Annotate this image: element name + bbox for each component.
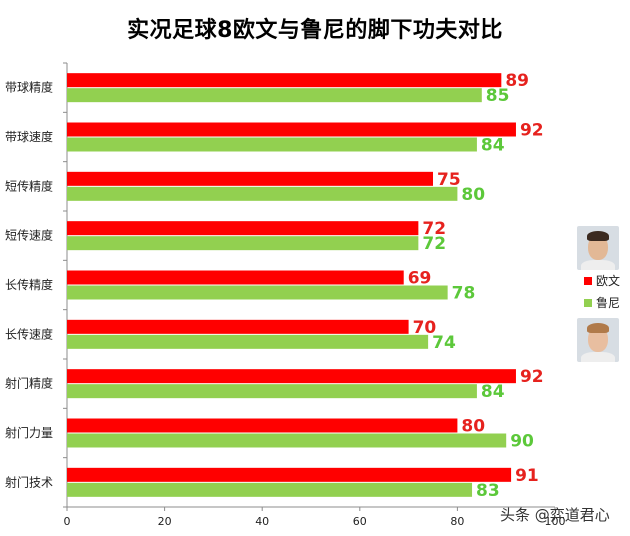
- x-tick-label: 0: [64, 515, 71, 528]
- legend-item-series1: 欧文: [584, 272, 620, 289]
- data-label-series1: 72: [422, 219, 446, 239]
- x-tick-label: 100: [545, 515, 566, 528]
- chart-title: 实况足球8欧文与鲁尼的脚下功夫对比: [127, 18, 503, 43]
- data-label-series2: 90: [510, 432, 534, 452]
- data-label-series1: 92: [520, 367, 544, 387]
- bar-series2: [67, 137, 477, 152]
- data-label-series1: 75: [437, 170, 461, 190]
- data-label-series2: 83: [476, 481, 500, 501]
- x-tick-label: 60: [353, 515, 367, 528]
- data-label-series2: 84: [481, 382, 505, 402]
- bar-series1: [67, 73, 502, 88]
- data-label-series1: 91: [515, 466, 539, 486]
- category-label: 长传精度: [5, 277, 53, 292]
- bar-series1: [67, 270, 404, 285]
- bar-series1: [67, 171, 433, 186]
- bar-series2: [67, 384, 477, 399]
- data-label-series2: 78: [452, 284, 476, 304]
- data-label-series1: 80: [461, 417, 485, 437]
- category-label: 带球速度: [5, 129, 53, 144]
- category-label: 带球精度: [5, 80, 53, 95]
- bar-series1: [67, 369, 516, 384]
- data-label-series2: 80: [461, 185, 485, 205]
- category-label: 射门力量: [5, 425, 53, 440]
- bar-series1: [67, 221, 419, 236]
- bar-series2: [67, 186, 458, 201]
- category-label: 短传速度: [5, 228, 53, 243]
- player-avatar-owen: [577, 226, 619, 270]
- data-label-series2: 74: [432, 333, 456, 353]
- legend-swatch-green: [584, 298, 592, 307]
- x-tick-label: 20: [158, 515, 172, 528]
- bar-series1: [67, 319, 409, 334]
- legend-item-series2: 鲁尼: [584, 294, 620, 311]
- bar-series1: [67, 122, 516, 137]
- data-label-series2: 85: [486, 86, 510, 106]
- player-avatar-rooney: [577, 318, 619, 362]
- legend-label-series2: 鲁尼: [596, 296, 621, 310]
- bar-series1: [67, 418, 458, 433]
- bar-series2: [67, 285, 448, 300]
- x-tick-label: 40: [255, 515, 269, 528]
- bar-series2: [67, 88, 482, 103]
- bar-series1: [67, 467, 512, 482]
- data-label-series2: 72: [422, 234, 446, 254]
- category-label: 射门精度: [5, 376, 53, 391]
- watermark: 头条 @弈道君心: [500, 506, 610, 524]
- legend-label-series1: 欧文: [596, 274, 621, 288]
- bar-series2: [67, 433, 507, 448]
- legend-swatch-red: [584, 276, 592, 285]
- bar-series2: [67, 334, 429, 349]
- data-label-series2: 84: [481, 136, 505, 156]
- data-label-series1: 70: [413, 318, 437, 338]
- x-tick-label: 80: [450, 515, 464, 528]
- bar-series2: [67, 236, 419, 251]
- data-label-series1: 92: [520, 121, 544, 141]
- data-label-series1: 69: [408, 269, 432, 289]
- category-label: 长传速度: [5, 326, 53, 341]
- bar-series2: [67, 482, 473, 497]
- category-label: 短传精度: [5, 178, 53, 193]
- data-label-series1: 89: [505, 71, 529, 91]
- category-label: 射门技术: [5, 474, 53, 489]
